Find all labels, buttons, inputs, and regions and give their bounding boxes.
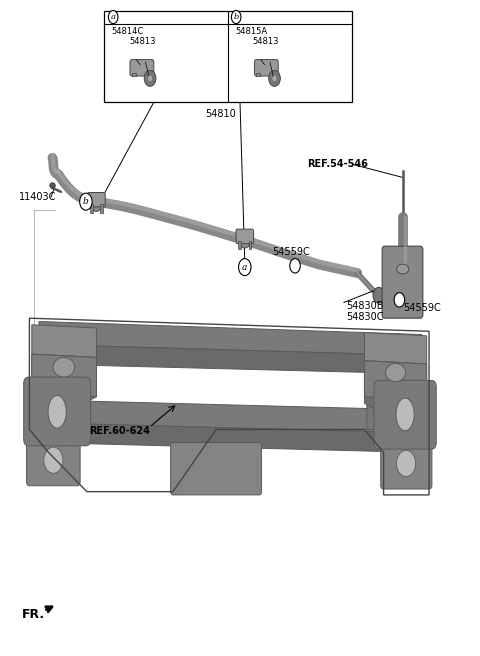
Ellipse shape xyxy=(44,447,63,474)
Polygon shape xyxy=(32,354,96,423)
Text: a: a xyxy=(242,262,248,272)
Bar xyxy=(249,241,252,249)
Text: b: b xyxy=(233,13,239,21)
Ellipse shape xyxy=(239,234,251,248)
Ellipse shape xyxy=(48,396,66,428)
Ellipse shape xyxy=(396,398,414,431)
Polygon shape xyxy=(364,361,427,400)
Ellipse shape xyxy=(396,451,416,477)
Bar xyxy=(132,73,136,76)
Text: 54813: 54813 xyxy=(129,37,156,46)
Circle shape xyxy=(147,75,153,82)
Text: 54830B: 54830B xyxy=(346,300,384,311)
Circle shape xyxy=(231,10,241,24)
Bar xyxy=(104,10,352,102)
Polygon shape xyxy=(44,423,417,453)
Text: b: b xyxy=(83,197,89,206)
Ellipse shape xyxy=(53,358,74,377)
FancyBboxPatch shape xyxy=(236,229,253,243)
Polygon shape xyxy=(33,344,84,423)
Text: a: a xyxy=(111,13,116,21)
FancyBboxPatch shape xyxy=(381,439,432,489)
Text: REF.60-624: REF.60-624 xyxy=(89,426,150,436)
FancyBboxPatch shape xyxy=(130,60,154,76)
Polygon shape xyxy=(39,344,422,374)
Polygon shape xyxy=(44,400,417,433)
Text: 54830C: 54830C xyxy=(346,312,384,322)
Circle shape xyxy=(239,258,251,276)
Text: 54814C: 54814C xyxy=(112,27,144,36)
FancyBboxPatch shape xyxy=(24,377,91,446)
Text: 54810: 54810 xyxy=(205,109,236,119)
Text: FR.: FR. xyxy=(22,608,45,621)
Polygon shape xyxy=(32,354,96,397)
FancyBboxPatch shape xyxy=(26,436,80,485)
Bar xyxy=(90,205,93,213)
Circle shape xyxy=(272,75,277,82)
Text: REF.54-546: REF.54-546 xyxy=(307,159,368,169)
FancyBboxPatch shape xyxy=(382,246,423,318)
Bar xyxy=(256,73,260,76)
Bar xyxy=(272,73,276,76)
Circle shape xyxy=(394,293,405,307)
Polygon shape xyxy=(39,321,422,356)
Ellipse shape xyxy=(385,363,406,382)
Circle shape xyxy=(269,70,280,87)
FancyBboxPatch shape xyxy=(254,60,278,76)
Circle shape xyxy=(290,258,300,273)
Ellipse shape xyxy=(397,264,408,274)
Text: 11403C: 11403C xyxy=(19,192,56,202)
FancyBboxPatch shape xyxy=(88,192,105,207)
Bar xyxy=(100,205,103,213)
Text: 54559C: 54559C xyxy=(403,303,441,314)
Bar xyxy=(238,241,241,249)
Text: 54559C: 54559C xyxy=(273,247,310,257)
Text: 54815A: 54815A xyxy=(235,27,267,36)
Circle shape xyxy=(373,287,384,303)
Polygon shape xyxy=(32,325,96,358)
Polygon shape xyxy=(364,361,427,430)
FancyBboxPatch shape xyxy=(374,380,436,449)
Circle shape xyxy=(144,70,156,87)
Circle shape xyxy=(108,10,118,24)
Text: 54813: 54813 xyxy=(252,37,278,46)
Bar xyxy=(148,73,152,76)
Polygon shape xyxy=(367,351,421,430)
Ellipse shape xyxy=(91,197,102,211)
Polygon shape xyxy=(364,333,427,364)
Circle shape xyxy=(80,193,92,210)
FancyBboxPatch shape xyxy=(170,443,262,495)
